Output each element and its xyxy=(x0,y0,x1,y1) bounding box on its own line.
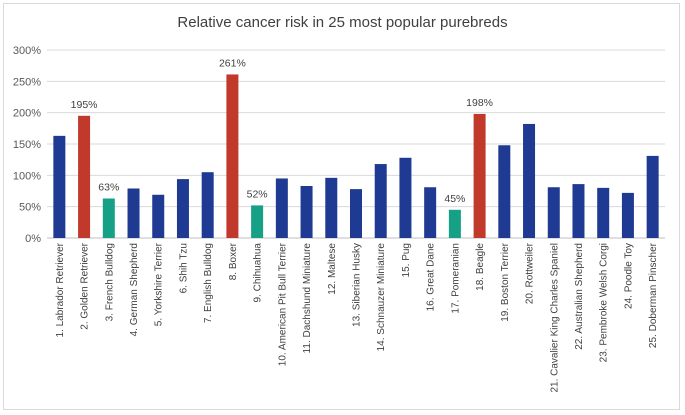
x-tick-label: 23. Pembroke Welsh Corgi xyxy=(599,243,610,362)
bar xyxy=(350,189,362,238)
data-label: 63% xyxy=(98,182,119,194)
x-tick-label: 17. Pomeranian xyxy=(450,243,461,314)
x-tick-label: 9. Chihuahua xyxy=(253,243,264,303)
bar xyxy=(498,145,511,238)
bar xyxy=(448,209,461,238)
x-tick-label: 1. Labrador Retriever xyxy=(55,242,66,337)
x-tick-label: 21. Cavalier King Charles Spaniel xyxy=(549,243,560,393)
x-tick-label: 2. Golden Retriever xyxy=(80,242,91,329)
bar xyxy=(325,177,338,238)
y-tick-label: 250% xyxy=(13,76,41,88)
bar xyxy=(523,123,536,238)
bar xyxy=(473,113,486,238)
data-labels: 195% 63% 261% 52% 45% 198% xyxy=(71,57,493,204)
bar xyxy=(201,172,214,238)
y-tick-label: 150% xyxy=(13,139,41,151)
bar xyxy=(102,198,115,238)
bar xyxy=(226,74,239,238)
x-tick-label: 14. Schnauzer Miniature xyxy=(376,243,387,352)
data-label: 198% xyxy=(466,97,493,109)
x-tick-label: 20. Rottweiler xyxy=(525,242,536,304)
bar xyxy=(251,205,264,238)
bar xyxy=(399,157,412,238)
bar xyxy=(621,192,634,238)
x-tick-label: 5. Yorkshire Terrier xyxy=(154,242,165,326)
x-axis-categories: 1. Labrador Retriever 2. Golden Retriever… xyxy=(55,242,659,392)
chart-title: Relative cancer risk in 25 most popular … xyxy=(177,14,508,31)
data-label: 45% xyxy=(444,193,465,205)
y-tick-label: 0% xyxy=(25,233,41,245)
gridlines xyxy=(47,49,665,239)
bar xyxy=(300,185,313,238)
bar xyxy=(374,164,387,238)
x-tick-label: 15. Pug xyxy=(401,243,412,277)
x-tick-label: 4. German Shepherd xyxy=(129,243,140,336)
x-tick-label: 22. Australian Shepherd xyxy=(574,243,585,350)
x-tick-label: 10. American Pit Bull Terrier xyxy=(277,242,288,366)
data-label: 261% xyxy=(219,57,246,69)
bar xyxy=(646,155,659,238)
x-tick-label: 19. Boston Terrier xyxy=(500,242,511,321)
bar xyxy=(275,178,288,238)
bar xyxy=(53,135,66,238)
x-tick-label: 25. Doberman Pinscher xyxy=(648,242,659,348)
bar xyxy=(547,187,560,238)
data-label: 52% xyxy=(247,188,268,200)
bar xyxy=(176,179,189,238)
x-tick-label: 6. Shih Tzu xyxy=(178,243,189,293)
x-tick-label: 8. Boxer xyxy=(228,242,239,280)
x-tick-label: 11. Dachshund Miniature xyxy=(302,243,313,354)
bar xyxy=(597,187,610,238)
bar xyxy=(127,188,140,238)
bar xyxy=(572,184,585,238)
data-label: 195% xyxy=(71,99,98,111)
x-tick-label: 7. English Bulldog xyxy=(203,243,214,323)
y-tick-label: 50% xyxy=(19,202,41,214)
x-tick-label: 13. Siberian Husky xyxy=(352,243,363,327)
bars xyxy=(53,74,659,238)
y-axis-ticks: 0% 50% 100% 150% 200% 250% 300% xyxy=(13,45,41,245)
bar xyxy=(152,194,165,238)
x-tick-label: 18. Beagle xyxy=(475,243,486,291)
x-tick-label: 16. Great Dane xyxy=(426,243,437,312)
bar xyxy=(424,187,437,238)
x-tick-label: 24. Poodle Toy xyxy=(623,243,634,309)
x-tick-label: 12. Maltese xyxy=(327,243,338,295)
y-tick-label: 200% xyxy=(13,108,41,120)
x-tick-label: 3. French Bulldog xyxy=(104,243,115,321)
bar xyxy=(78,115,91,238)
y-tick-label: 100% xyxy=(13,170,41,182)
y-tick-label: 300% xyxy=(13,45,41,57)
